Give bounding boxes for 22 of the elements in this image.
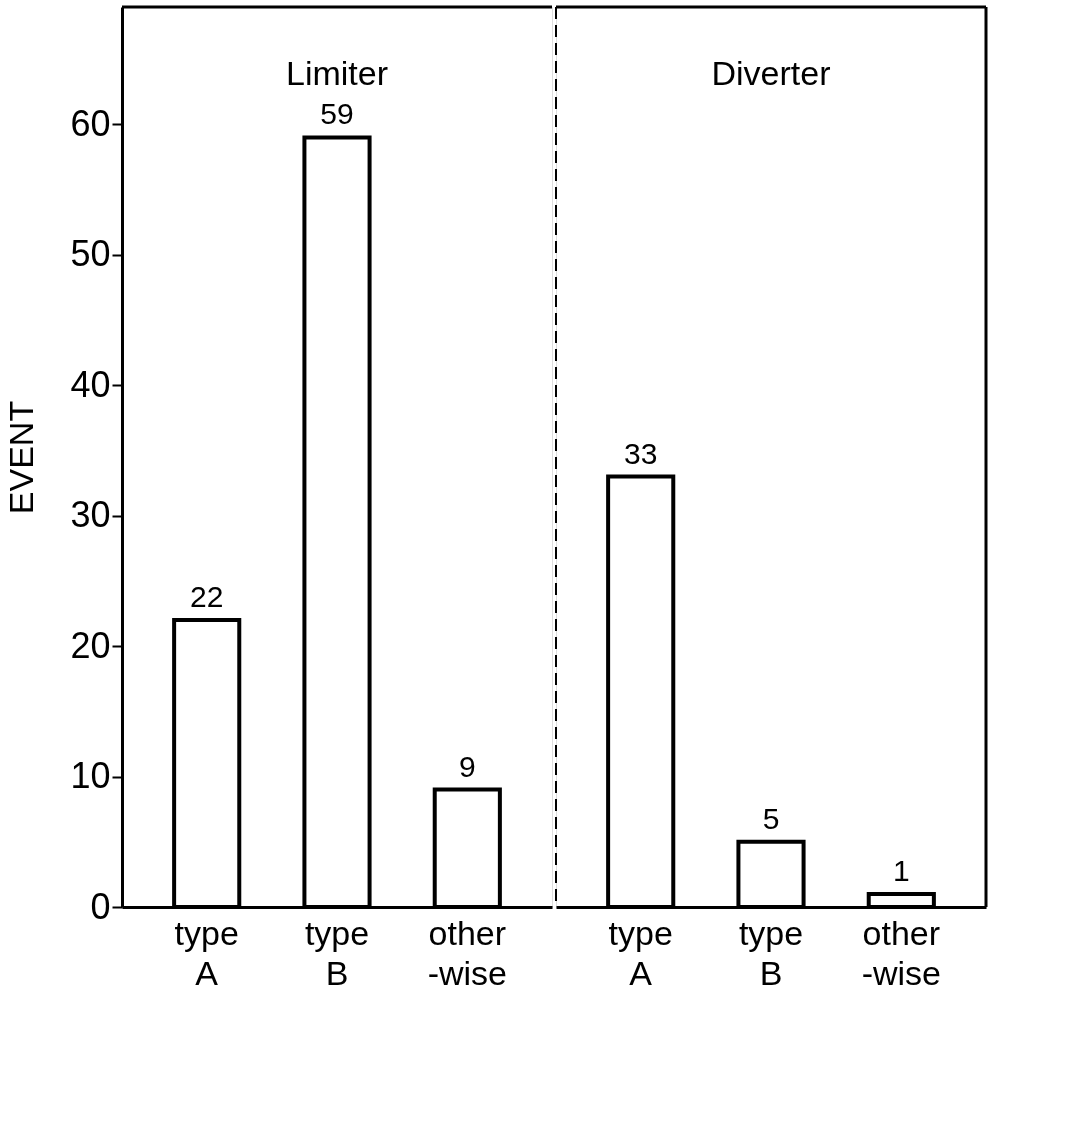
data-label: 1 [892,853,910,887]
data-label: 9 [458,749,476,783]
data-label: 59 [320,97,354,131]
y-tick-label: 50 [70,233,111,275]
y-tick-label: 20 [70,624,111,666]
data-label: 22 [190,580,224,614]
x-tick-label: other -wise [861,913,941,992]
y-tick-label: 60 [70,102,111,144]
text: Limiter [285,53,389,92]
x-tick-label: type B [738,913,804,992]
data-label: 5 [762,801,780,835]
y-tick-label: 40 [70,363,111,405]
x-tick-label: other -wise [427,913,507,992]
data-label: 33 [624,436,658,470]
y-axis-title: EVENT [2,400,41,515]
y-tick-label: 10 [70,755,111,797]
x-tick-label: type B [304,913,370,992]
text: Diverter [711,53,831,92]
y-tick-label: 0 [90,885,111,927]
x-tick-label: type A [174,913,239,992]
y-tick-label: 30 [70,494,111,536]
x-tick-label: type A [608,913,673,992]
